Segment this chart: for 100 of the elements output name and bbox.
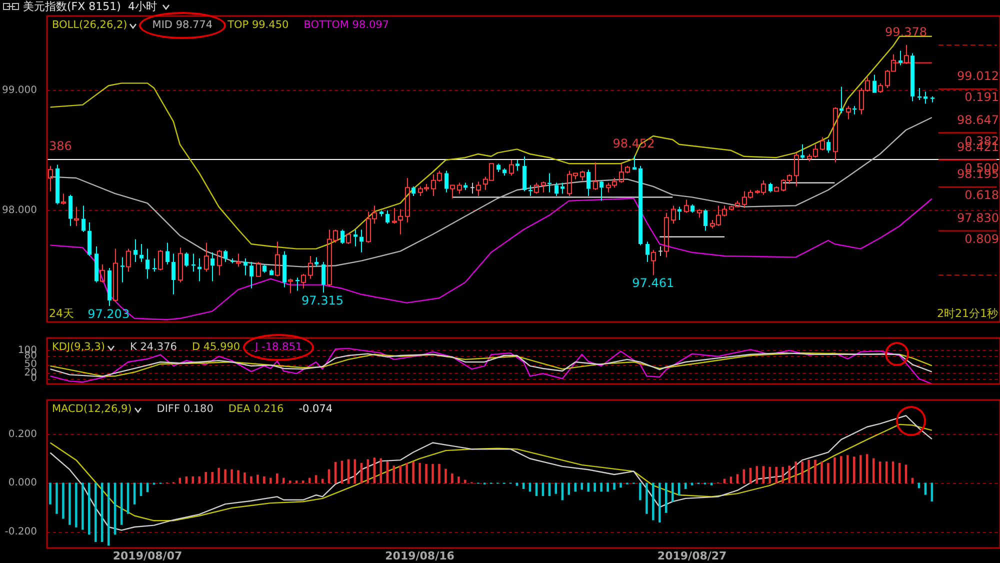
series-label: D 45.990 [192, 341, 240, 354]
annotation: 99.012 [957, 69, 999, 84]
bar [288, 480, 292, 484]
y-tick-label: 0 [30, 373, 37, 384]
candlestick [923, 91, 928, 104]
candlestick [540, 181, 546, 193]
bar [392, 466, 395, 484]
candlestick [658, 246, 664, 256]
candlestick [243, 258, 248, 276]
candlestick [522, 156, 527, 192]
x-tick-label: 2019/08/16 [385, 549, 455, 562]
candlestick [112, 248, 118, 302]
candlestick [664, 212, 670, 258]
bar [620, 482, 622, 488]
y-tick-label: 0.000 [8, 478, 37, 489]
annotation: 99.378 [884, 25, 927, 40]
candlestick [308, 256, 314, 280]
bar [671, 482, 674, 502]
candlestick [404, 178, 410, 223]
candlestick [650, 250, 656, 276]
candlestick [794, 152, 800, 187]
candlestick [560, 182, 565, 194]
candlestick [904, 44, 910, 64]
candlestick [632, 156, 637, 170]
candlestick [249, 262, 254, 289]
candlestick [74, 206, 80, 226]
candlestick [100, 264, 106, 283]
annotation: -0.074 [298, 403, 333, 416]
candlestick [133, 238, 138, 262]
bar [684, 482, 687, 489]
candlestick [120, 256, 125, 283]
bar [574, 482, 576, 492]
bar [658, 482, 661, 522]
candlestick [48, 166, 54, 192]
candlestick [476, 181, 482, 196]
candlestick [586, 169, 591, 196]
bar [218, 468, 220, 484]
candlestick [910, 52, 915, 102]
annotation: 386 [49, 138, 72, 153]
bar [814, 460, 816, 484]
bar [75, 482, 78, 528]
bar [302, 480, 304, 484]
candlestick [592, 162, 598, 190]
annotation: 0.809 [964, 232, 999, 246]
bar [224, 469, 226, 484]
candlestick [68, 194, 73, 226]
bar [133, 482, 136, 504]
bar [49, 482, 52, 504]
candlestick [703, 208, 708, 232]
annotation: 97.315 [302, 294, 344, 308]
candlestick [216, 250, 222, 276]
bar [782, 466, 784, 484]
text: DEA 0.216 [228, 403, 284, 416]
candlestick [502, 168, 507, 176]
candlestick [690, 204, 695, 214]
bar [412, 461, 414, 484]
candlestick [554, 182, 559, 196]
bar [204, 472, 207, 484]
bar [710, 482, 713, 486]
candlestick [165, 242, 170, 265]
candlestick [930, 96, 935, 103]
candlestick [274, 241, 280, 277]
bar [295, 480, 298, 484]
annotation: 97.830 [957, 210, 999, 225]
candlestick [385, 210, 390, 224]
bar [827, 462, 830, 484]
bar [438, 464, 440, 484]
bar [587, 482, 590, 492]
candlestick [450, 184, 456, 199]
bar [399, 466, 402, 484]
candlestick [470, 182, 476, 194]
bar [94, 482, 97, 542]
bar [930, 482, 934, 502]
bar [62, 482, 64, 519]
candlestick [599, 180, 604, 202]
annotation: 97.203 [88, 307, 130, 322]
bar [918, 482, 920, 488]
bar [664, 482, 668, 513]
bar [464, 480, 466, 484]
chart-subtitle: 4小时 [128, 0, 157, 13]
annotation: 2时21分1秒 [937, 307, 998, 320]
bar [237, 470, 240, 484]
bar [762, 466, 764, 484]
bar [736, 474, 739, 484]
bar [834, 457, 836, 484]
candlestick [411, 186, 416, 196]
legend-title: KDJ(9,3,3) [52, 341, 105, 354]
bar [794, 461, 797, 484]
candlestick [321, 262, 326, 294]
bar [924, 482, 927, 495]
x-tick-label: 2019/08/27 [657, 549, 727, 562]
text: TOP 99.450 [228, 19, 289, 32]
candlestick [236, 253, 242, 268]
bar [846, 455, 849, 484]
candlestick [379, 210, 384, 217]
bar [314, 475, 318, 484]
bar [88, 482, 90, 535]
y-tick-label: 99.000 [2, 84, 37, 96]
bar [256, 474, 259, 484]
candlestick [832, 106, 838, 163]
